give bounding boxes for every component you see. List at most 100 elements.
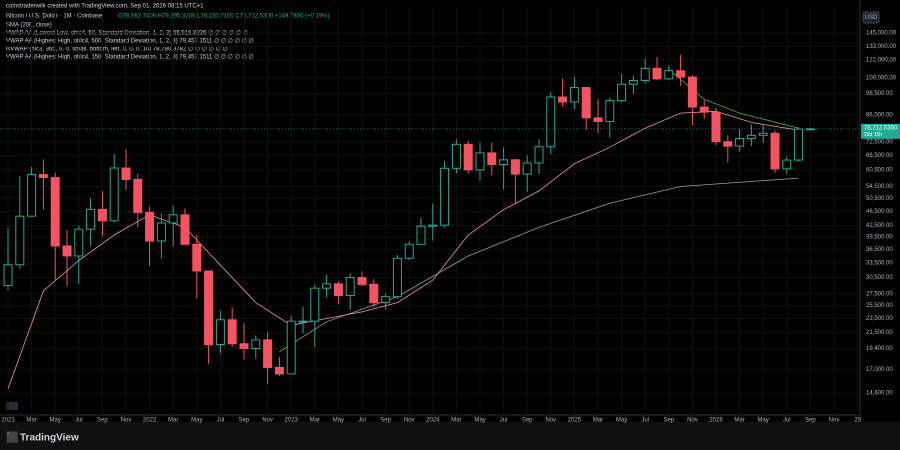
x-tick-label: May bbox=[616, 418, 627, 424]
indicator-label: RVWAP (hlc3, 365, 0, 0, small, bottom, l… bbox=[6, 46, 228, 53]
candle-body bbox=[440, 167, 450, 226]
x-tick-label: May bbox=[333, 418, 344, 424]
x-tick-label: Mar bbox=[593, 418, 603, 424]
candle-body bbox=[227, 319, 237, 345]
y-tick-label: 21,500.00 bbox=[866, 330, 893, 336]
ohlc: O78,562.7400 H79,195.3200 L78,150.7100 C… bbox=[118, 14, 330, 20]
x-tick-label: Nov bbox=[545, 418, 556, 424]
x-tick-label: Jul bbox=[358, 418, 366, 424]
currency[interactable]: USD bbox=[865, 15, 878, 21]
candle-body bbox=[192, 243, 202, 272]
credit: coinstraderwilk created with TradingView… bbox=[6, 4, 204, 10]
candle-body bbox=[475, 152, 485, 171]
y-tick-label: 33,500.00 bbox=[866, 260, 893, 266]
x-tick-label: 2024 bbox=[426, 418, 440, 424]
y-tick-label: 109,000.00 bbox=[866, 75, 897, 81]
x-tick-label: Mar bbox=[451, 418, 461, 424]
candle-body bbox=[723, 141, 733, 147]
x-tick-label: Sep bbox=[805, 418, 816, 424]
x-tick-label: Sep bbox=[239, 418, 250, 424]
candle-body bbox=[558, 96, 568, 103]
x-tick-label: May bbox=[191, 418, 202, 424]
candle-body bbox=[381, 296, 391, 304]
candle-body bbox=[416, 225, 426, 245]
candle-body bbox=[27, 174, 37, 217]
candle-body bbox=[239, 343, 249, 350]
x-tick-label: 2022 bbox=[143, 418, 157, 424]
x-tick-label: 2025 bbox=[568, 418, 582, 424]
candle-body bbox=[15, 215, 25, 266]
x-tick-label: 2021 bbox=[1, 418, 15, 424]
candle-body bbox=[581, 87, 591, 119]
y-tick-label: 25,500.00 bbox=[866, 303, 893, 309]
candle-body bbox=[50, 177, 60, 247]
candle-body bbox=[109, 167, 119, 222]
candle-body bbox=[499, 159, 509, 165]
y-tick-label: 17,000.00 bbox=[866, 367, 893, 373]
price-tag bbox=[861, 123, 900, 139]
candle-body bbox=[97, 208, 107, 222]
x-tick-label: Sep bbox=[97, 418, 108, 424]
candle-body bbox=[168, 214, 178, 224]
x-tick-label: Jul bbox=[783, 418, 791, 424]
candle-body bbox=[357, 277, 367, 285]
candle-body bbox=[404, 243, 414, 259]
countdown: 29d 15h bbox=[864, 132, 882, 138]
candle-body bbox=[310, 287, 320, 322]
candle-body bbox=[640, 67, 650, 81]
y-tick-label: 30,500.00 bbox=[866, 275, 893, 281]
y-tick-label: 14,600.00 bbox=[866, 391, 893, 397]
candle-body bbox=[133, 178, 143, 213]
indicator-line bbox=[279, 177, 799, 353]
candle-body bbox=[322, 283, 332, 289]
candle-body bbox=[735, 137, 745, 147]
candle-body bbox=[3, 264, 13, 286]
y-tick-label: 122,000.00 bbox=[866, 58, 897, 64]
brand-icon: ⬛ bbox=[6, 431, 18, 444]
y-tick-label: 133,000.00 bbox=[866, 44, 897, 50]
brand: TradingView bbox=[20, 433, 79, 444]
candle-body bbox=[546, 96, 556, 148]
log-badge bbox=[6, 402, 18, 410]
candle-body bbox=[286, 320, 296, 375]
x-tick-label: Nov bbox=[687, 418, 698, 424]
candle-body bbox=[605, 100, 615, 122]
x-tick-label: Sep bbox=[380, 418, 391, 424]
x-tick-label: 2026 bbox=[709, 418, 723, 424]
candle-body bbox=[746, 134, 756, 139]
candle-body bbox=[251, 339, 261, 350]
x-tick-label: May bbox=[474, 418, 485, 424]
candle-body bbox=[180, 214, 190, 245]
y-tick-label: 145,000.00 bbox=[866, 31, 897, 37]
candle-body bbox=[758, 132, 768, 136]
candle-body bbox=[274, 366, 284, 375]
candle-body bbox=[664, 70, 674, 80]
currency-box[interactable] bbox=[862, 11, 880, 24]
candle-body bbox=[204, 270, 214, 346]
y-tick-label: 66,500.00 bbox=[866, 153, 893, 159]
x-tick-label: Sep bbox=[663, 418, 674, 424]
candle-body bbox=[617, 83, 627, 102]
y-tick-label: 86,000.00 bbox=[866, 112, 893, 118]
candle-body bbox=[345, 277, 355, 297]
x-tick-label: Mar bbox=[310, 418, 320, 424]
y-tick-label: 50,500.00 bbox=[866, 196, 893, 202]
candle-body bbox=[145, 211, 155, 242]
y-tick-label: 42,500.00 bbox=[866, 223, 893, 229]
indicator-label: SMA (200, close) bbox=[6, 23, 52, 29]
indicator-label: VWAP AA (Highest High, ohlc4, 150, Stand… bbox=[6, 54, 254, 61]
candle-body bbox=[156, 222, 166, 242]
x-tick-label: Jul bbox=[641, 418, 649, 424]
candle-body bbox=[794, 128, 804, 161]
candle-body bbox=[593, 117, 603, 122]
x-tick-label: Jul bbox=[500, 418, 508, 424]
candle-body bbox=[298, 320, 308, 323]
candle-body bbox=[782, 159, 792, 170]
x-tick-label: May bbox=[50, 418, 61, 424]
x-tick-label: Nov bbox=[121, 418, 132, 424]
candle-body bbox=[652, 67, 662, 80]
y-tick-label: 54,500.00 bbox=[866, 184, 893, 190]
candle-body bbox=[510, 159, 520, 175]
candle-body bbox=[569, 87, 579, 103]
